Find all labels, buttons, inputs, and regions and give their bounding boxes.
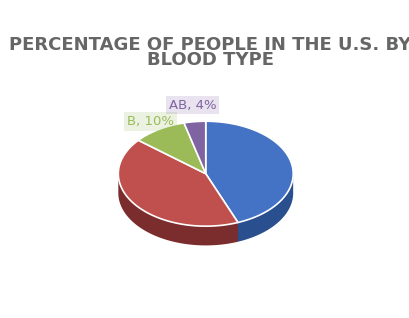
Text: B, 10%: B, 10% — [127, 115, 173, 128]
Polygon shape — [118, 140, 237, 226]
Polygon shape — [205, 174, 237, 242]
Text: A, 42%: A, 42% — [143, 184, 190, 197]
Polygon shape — [138, 123, 205, 174]
Text: AB, 4%: AB, 4% — [169, 99, 216, 112]
Text: O, 44%: O, 44% — [233, 157, 281, 170]
Text: BLOOD TYPE: BLOOD TYPE — [146, 51, 273, 69]
Polygon shape — [237, 172, 292, 242]
Polygon shape — [205, 174, 237, 242]
Polygon shape — [184, 121, 205, 174]
Text: PERCENTAGE OF PEOPLE IN THE U.S. BY: PERCENTAGE OF PEOPLE IN THE U.S. BY — [9, 36, 409, 54]
Polygon shape — [118, 172, 237, 245]
Polygon shape — [205, 121, 292, 223]
